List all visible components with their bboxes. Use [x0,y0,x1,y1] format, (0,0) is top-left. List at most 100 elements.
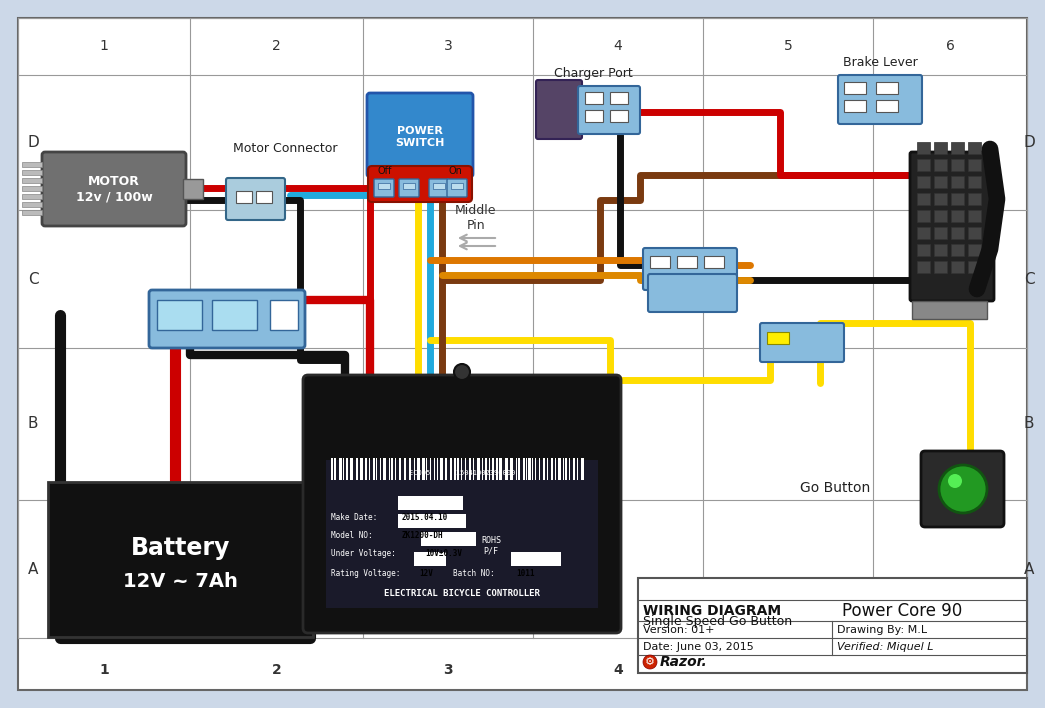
Bar [183,179,203,199]
Bar [876,82,898,94]
FancyBboxPatch shape [536,80,582,139]
Text: ELECTRICAL BICYCLE CONTROLLER: ELECTRICAL BICYCLE CONTROLLER [385,588,540,598]
Bar [157,300,202,330]
Text: 6: 6 [946,39,954,53]
FancyBboxPatch shape [447,179,467,197]
Bar [22,178,42,183]
FancyBboxPatch shape [374,179,394,197]
Bar [346,458,348,480]
Bar [918,142,930,154]
Bar [844,100,866,112]
Bar [951,210,963,222]
Bar [433,183,445,189]
Bar [22,162,42,167]
Bar [450,458,452,480]
Text: WIRING DIAGRAM: WIRING DIAGRAM [643,604,781,618]
Bar [573,458,575,480]
Bar [403,183,415,189]
Bar [638,578,1027,673]
Text: 5: 5 [784,39,792,53]
Bar [440,458,443,480]
Bar [918,210,930,222]
Bar [350,458,353,480]
Bar [522,458,525,480]
Bar [356,458,358,480]
Text: C: C [27,271,39,287]
Bar [339,458,342,480]
Bar [844,82,866,94]
Bar [212,300,257,330]
Bar [485,458,487,480]
Bar [918,261,930,273]
Bar [951,193,963,205]
Bar [951,159,963,171]
Bar [492,458,494,480]
Bar [518,458,520,480]
Bar [968,261,981,273]
FancyBboxPatch shape [921,451,1004,527]
Bar [918,159,930,171]
Circle shape [948,474,962,488]
Bar [585,110,603,122]
Bar [22,194,42,199]
Text: 4: 4 [613,663,623,677]
FancyBboxPatch shape [226,178,285,220]
Text: A: A [1024,561,1035,576]
Bar [496,458,498,480]
Bar [22,186,42,191]
Bar [398,496,463,510]
Bar [677,256,697,268]
Bar [334,458,336,480]
Bar [918,244,930,256]
Bar [610,110,628,122]
Bar [934,261,947,273]
Text: On: On [448,166,462,176]
Text: Single Speed Go Button: Single Speed Go Button [643,615,792,627]
Bar [22,202,42,207]
Bar [373,458,375,480]
Text: Make Date:: Make Date: [331,513,377,522]
Bar [934,159,947,171]
Circle shape [454,364,470,380]
Text: Rating Voltage:: Rating Voltage: [331,569,400,578]
Text: 1: 1 [99,39,109,53]
Text: 2: 2 [272,39,281,53]
Bar [421,532,477,546]
Text: Brake Lever: Brake Lever [842,55,918,69]
Bar [454,458,456,480]
Bar [912,301,986,319]
Text: 3: 3 [443,663,452,677]
Text: Razor.: Razor. [660,655,707,669]
Bar [543,458,545,480]
Bar [505,458,508,480]
Bar [510,458,513,480]
Text: 4: 4 [613,39,623,53]
FancyBboxPatch shape [303,375,621,633]
Text: D: D [1023,135,1035,150]
Bar [968,210,981,222]
FancyBboxPatch shape [643,248,737,290]
Bar [968,142,981,154]
Text: D: D [27,135,39,150]
Bar [451,183,463,189]
Bar [551,458,553,480]
Text: Model NO:: Model NO: [331,530,373,539]
Bar [457,458,459,480]
Bar [934,193,947,205]
Text: 3: 3 [444,39,452,53]
Bar [365,458,367,480]
FancyBboxPatch shape [399,179,419,197]
Bar [422,458,425,480]
Bar [48,482,314,637]
Bar [270,300,298,330]
Bar [650,256,670,268]
Text: Power Core 90: Power Core 90 [842,602,962,620]
Text: ZK1200-DH: ZK1200-DH [402,530,444,539]
Bar [968,176,981,188]
Text: ⚙: ⚙ [645,657,655,667]
FancyBboxPatch shape [429,179,449,197]
Bar [968,193,981,205]
Bar [414,552,446,566]
Bar [404,458,407,480]
FancyBboxPatch shape [910,152,994,301]
